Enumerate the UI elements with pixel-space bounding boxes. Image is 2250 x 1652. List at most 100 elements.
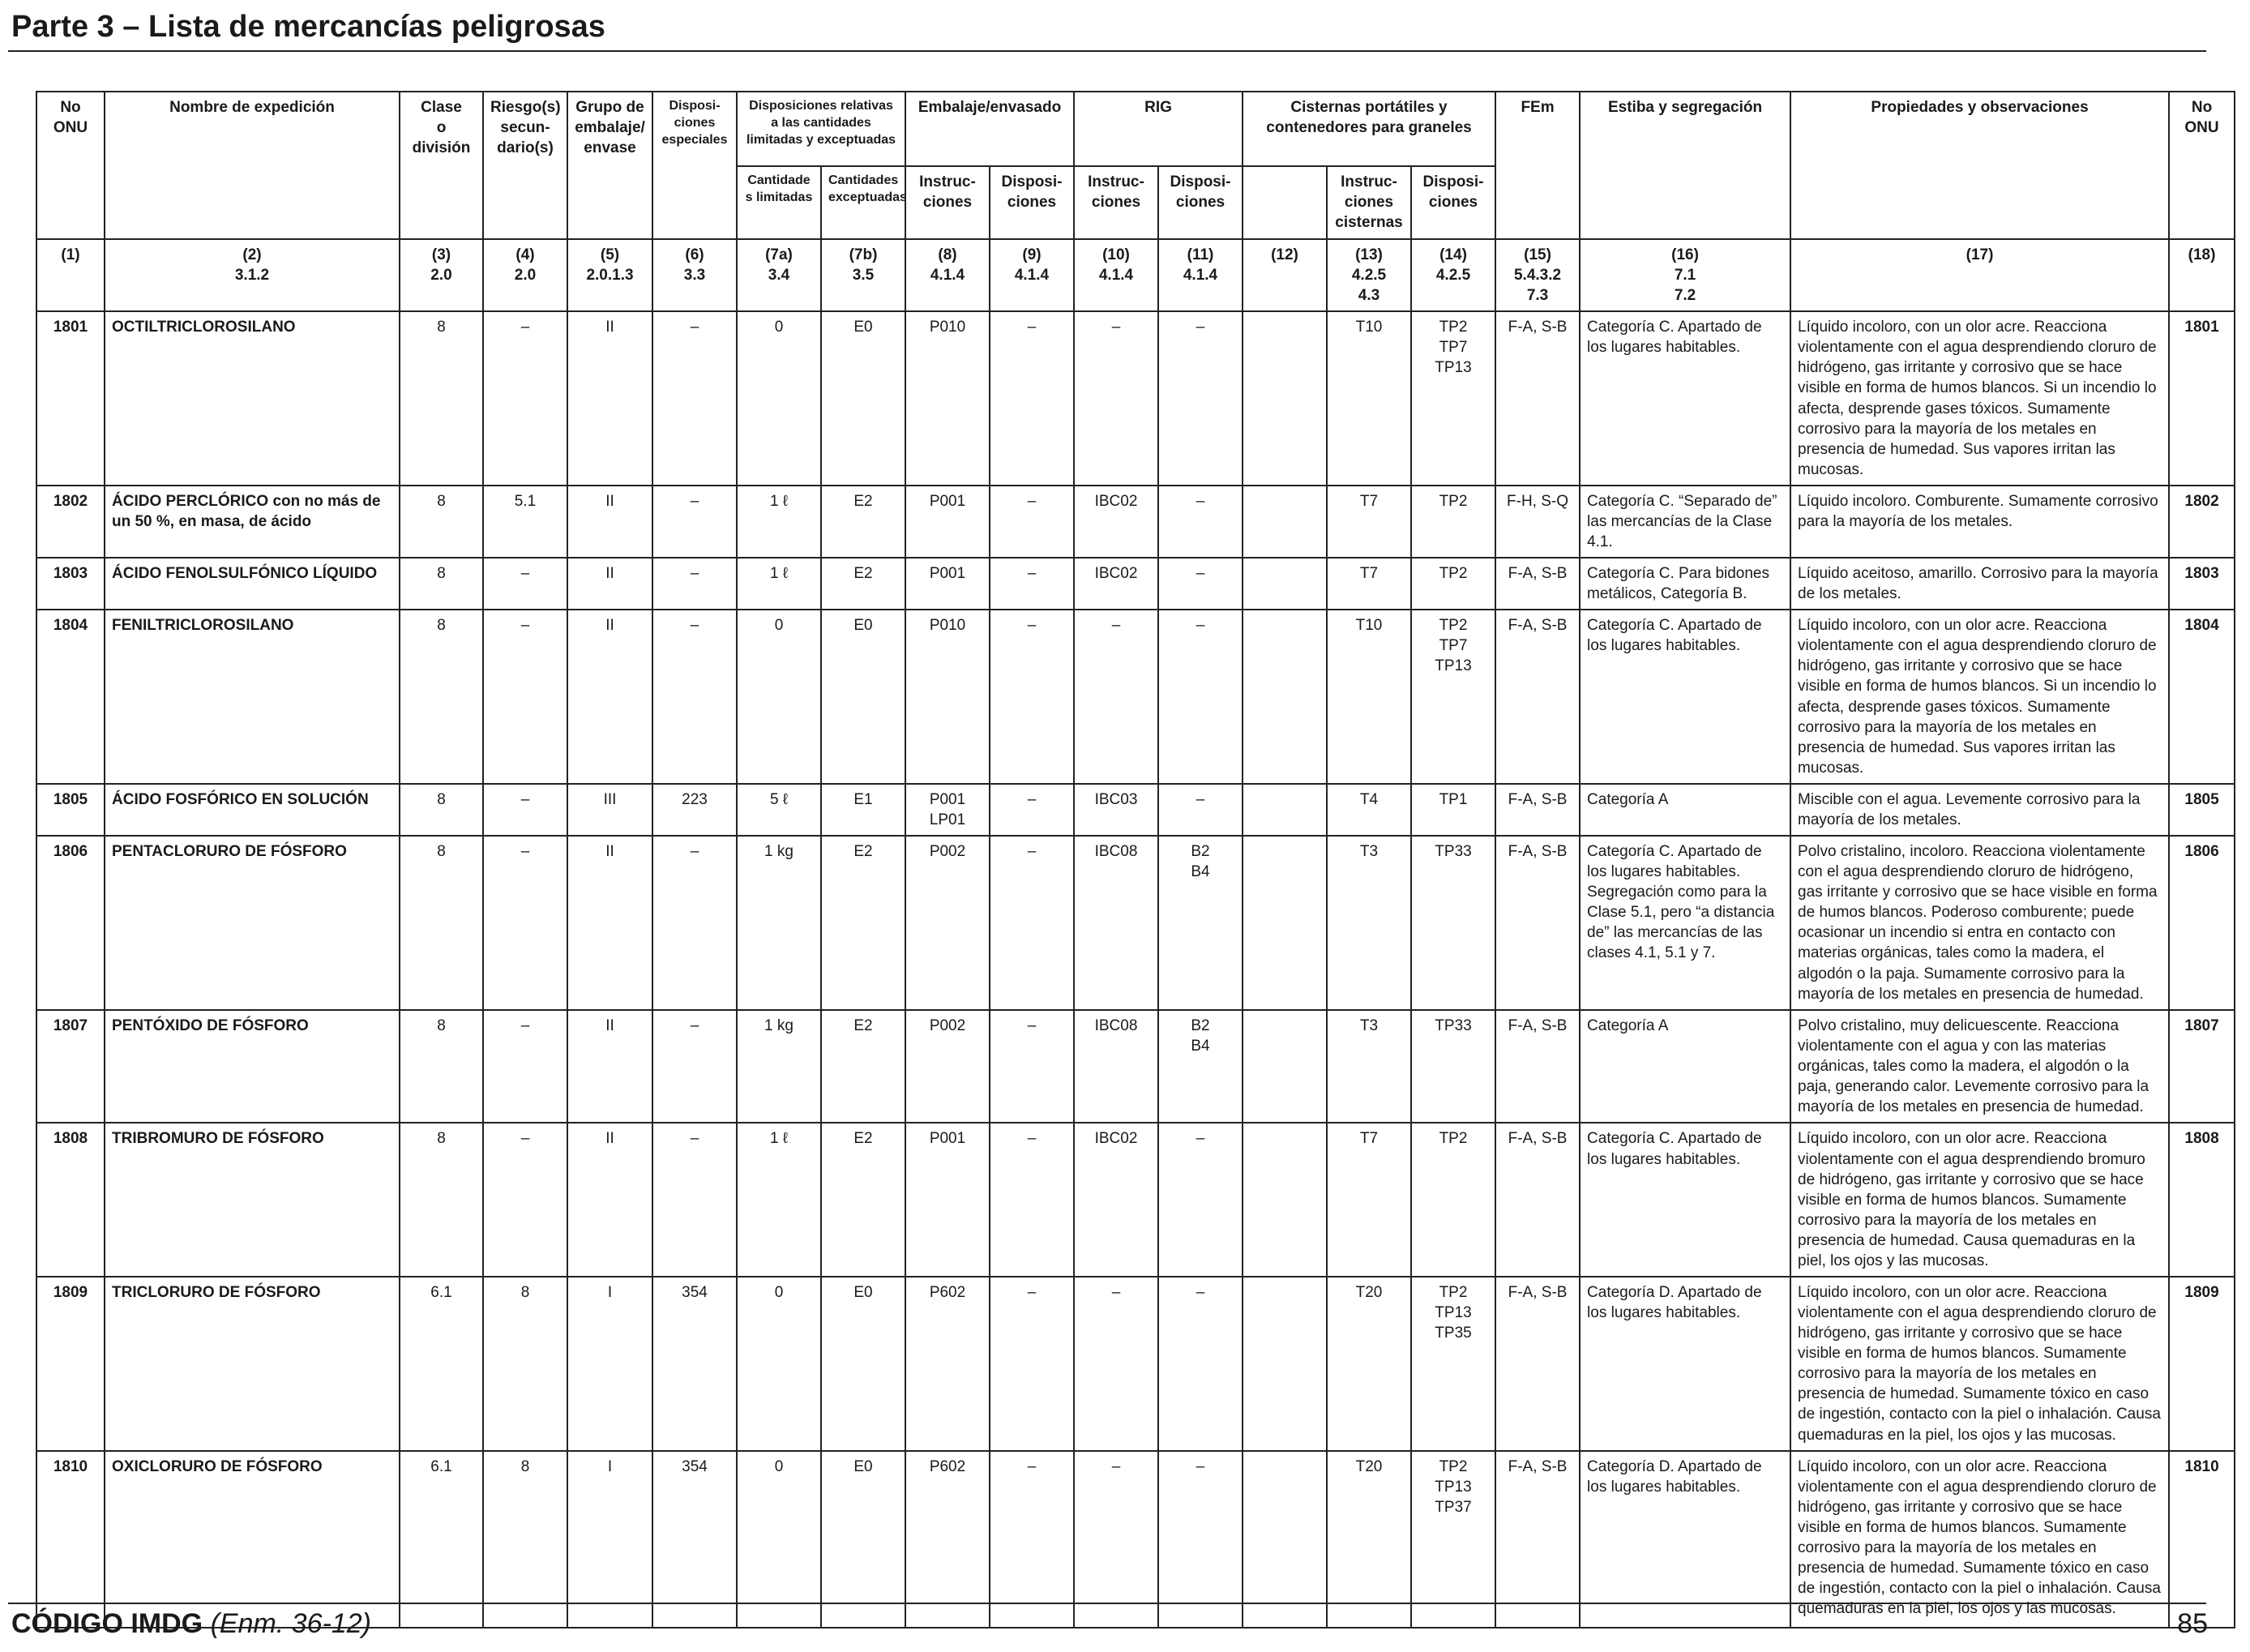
cell-embalaje-instrucciones: P010 xyxy=(905,310,990,486)
cell-fem: F-A, S-B xyxy=(1495,557,1581,611)
cell-cantidades-limitadas: 0 xyxy=(736,1275,822,1452)
cell-rig-instrucciones: IBC02 xyxy=(1073,484,1159,559)
cell-cisternas-instrucciones: T3 xyxy=(1326,1009,1412,1124)
cell-nombre-expedicion: ÁCIDO FENOLSULFÓNICO LÍQUIDO xyxy=(104,557,400,611)
cell-embalaje-disposiciones: – xyxy=(989,609,1075,785)
cell-riesgo-secundario: – xyxy=(482,609,568,785)
cell-clase: 8 xyxy=(399,484,484,559)
cell-grupo-embalaje: I xyxy=(567,1449,653,1628)
cell-cantidades-limitadas: 0 xyxy=(736,310,822,486)
dangerous-goods-table: No ONU Nombre de expedición Clase o divi… xyxy=(36,91,2236,1628)
column-ref: (11) 4.1.4 xyxy=(1157,238,1243,313)
cell-disposiciones-especiales: – xyxy=(652,1122,738,1278)
cell-cantidades-exceptuadas: E2 xyxy=(820,1122,906,1278)
cell-riesgo-secundario: – xyxy=(482,782,568,837)
cell-columna-12 xyxy=(1242,1122,1328,1278)
header-grupo: Grupo de embalaje/ envase xyxy=(567,91,653,240)
footer-code-title: CÓDIGO IMDG xyxy=(11,1608,203,1639)
cell-estiba-segregacion: Categoría C. Apartado de los lugares hab… xyxy=(1579,609,1792,785)
cell-embalaje-instrucciones: P010 xyxy=(905,609,990,785)
cell-no-onu: 1810 xyxy=(36,1449,105,1628)
cell-cisternas-instrucciones: T10 xyxy=(1326,310,1412,486)
cell-disposiciones-especiales: 354 xyxy=(652,1275,738,1452)
cell-clase: 8 xyxy=(399,1122,484,1278)
column-ref: (13) 4.2.5 4.3 xyxy=(1326,238,1412,313)
cell-fem: F-A, S-B xyxy=(1495,310,1581,486)
cell-grupo-embalaje: II xyxy=(567,484,653,559)
cell-grupo-embalaje: II xyxy=(567,609,653,785)
header-nombre: Nombre de expedición xyxy=(104,91,400,240)
cell-rig-instrucciones: – xyxy=(1073,609,1159,785)
cell-rig-instrucciones: IBC08 xyxy=(1073,1009,1159,1124)
cell-fem: F-A, S-B xyxy=(1495,1009,1581,1124)
header-rig-instrucciones: Instruc- ciones xyxy=(1073,165,1159,240)
table-row: 1809 TRICLORURO DE FÓSFORO 6.1 8 I 354 0 E0 P602… xyxy=(36,1275,2236,1452)
cell-fem: F-A, S-B xyxy=(1495,835,1581,1012)
cell-rig-instrucciones: IBC02 xyxy=(1073,557,1159,611)
cell-cantidades-exceptuadas: E2 xyxy=(820,484,906,559)
cell-nombre-expedicion: ÁCIDO FOSFÓRICO EN SOLUCIÓN xyxy=(104,782,400,837)
cell-rig-disposiciones: – xyxy=(1157,609,1243,785)
column-ref: (15) 5.4.3.2 7.3 xyxy=(1495,238,1581,313)
cell-grupo-embalaje: II xyxy=(567,557,653,611)
cell-clase: 8 xyxy=(399,835,484,1012)
cell-no-onu-right: 1810 xyxy=(2168,1449,2236,1628)
cell-embalaje-disposiciones: – xyxy=(989,557,1075,611)
cell-fem: F-A, S-B xyxy=(1495,1449,1581,1628)
cell-estiba-segregacion: Categoría C. Apartado de los lugares hab… xyxy=(1579,1122,1792,1278)
header-row-top: No ONU Nombre de expedición Clase o divi… xyxy=(36,91,2236,240)
cell-estiba-segregacion: Categoría C. “Separado de” las mercancía… xyxy=(1579,484,1792,559)
cell-rig-instrucciones: IBC08 xyxy=(1073,835,1159,1012)
header-cisternas-instrucciones: Instruc- ciones cisternas xyxy=(1326,165,1412,240)
column-ref: (1) xyxy=(36,238,105,313)
cell-disposiciones-especiales: – xyxy=(652,1009,738,1124)
cell-cisternas-instrucciones: T3 xyxy=(1326,835,1412,1012)
cell-nombre-expedicion: ÁCIDO PERCLÓRICO con no más de un 50 %, … xyxy=(104,484,400,559)
cell-rig-instrucciones: – xyxy=(1073,1275,1159,1452)
cell-embalaje-disposiciones: – xyxy=(989,835,1075,1012)
cell-propiedades: Líquido incoloro, con un olor acre. Reac… xyxy=(1790,609,2171,785)
cell-embalaje-instrucciones: P001 LP01 xyxy=(905,782,990,837)
cell-cisternas-instrucciones: T7 xyxy=(1326,557,1412,611)
cell-no-onu-right: 1807 xyxy=(2168,1009,2236,1124)
cell-nombre-expedicion: OXICLORURO DE FÓSFORO xyxy=(104,1449,400,1628)
header-cisternas: Cisternas portátiles y contenedores para… xyxy=(1241,91,1497,167)
table-row: 1801 OCTILTRICLOROSILANO 8– II –0 E0 P010– – – T1… xyxy=(36,310,2236,486)
cell-estiba-segregacion: Categoría C. Para bidones metálicos, Cat… xyxy=(1579,557,1792,611)
header-embalaje-instrucciones: Instruc- ciones xyxy=(905,165,990,240)
cell-fem: F-A, S-B xyxy=(1495,1275,1581,1452)
cell-cisternas-disposiciones: TP1 xyxy=(1409,782,1497,837)
cell-embalaje-instrucciones: P001 xyxy=(905,484,990,559)
cell-no-onu: 1803 xyxy=(36,557,105,611)
table-row: 1806 PENTACLORURO DE FÓSFORO 8– II –1 kg E2 P0… xyxy=(36,835,2236,1012)
cell-no-onu: 1807 xyxy=(36,1009,105,1124)
cell-rig-instrucciones: IBC03 xyxy=(1073,782,1159,837)
cell-fem: F-A, S-B xyxy=(1495,782,1581,837)
cell-riesgo-secundario: – xyxy=(482,1122,568,1278)
cell-fem: F-A, S-B xyxy=(1495,609,1581,785)
header-embalaje: Embalaje/envasado xyxy=(905,91,1075,167)
cell-cantidades-exceptuadas: E1 xyxy=(820,782,906,837)
cell-columna-12 xyxy=(1242,557,1328,611)
cell-cantidades-exceptuadas: E0 xyxy=(820,1275,906,1452)
column-ref: (16) 7.1 7.2 xyxy=(1579,238,1792,313)
cell-propiedades: Polvo cristalino, incoloro. Reacciona vi… xyxy=(1790,835,2171,1012)
cell-grupo-embalaje: II xyxy=(567,835,653,1012)
cell-embalaje-instrucciones: P002 xyxy=(905,835,990,1012)
cell-rig-instrucciones: IBC02 xyxy=(1073,1122,1159,1278)
footer-edition: (Enm. 36-12) xyxy=(210,1608,371,1639)
column-ref: (10) 4.1.4 xyxy=(1073,238,1159,313)
cell-rig-disposiciones: – xyxy=(1157,1122,1243,1278)
column-reference-row: (1) (2) 3.1.2 (3) 2.0 (4) 2.0 (5) 2.0.1.… xyxy=(36,238,2236,313)
cell-estiba-segregacion: Categoría A xyxy=(1579,1009,1792,1124)
cell-embalaje-instrucciones: P002 xyxy=(905,1009,990,1124)
column-ref: (7a) 3.4 xyxy=(736,238,822,313)
cell-clase: 8 xyxy=(399,782,484,837)
column-ref: (9) 4.1.4 xyxy=(989,238,1075,313)
cell-cantidades-limitadas: 1 kg xyxy=(736,1009,822,1124)
cell-cisternas-disposiciones: TP33 xyxy=(1409,835,1497,1012)
cell-cisternas-disposiciones: TP2 TP7 TP13 xyxy=(1409,609,1497,785)
cell-columna-12 xyxy=(1242,484,1328,559)
cell-columna-12 xyxy=(1242,1009,1328,1124)
cell-embalaje-disposiciones: – xyxy=(989,310,1075,486)
